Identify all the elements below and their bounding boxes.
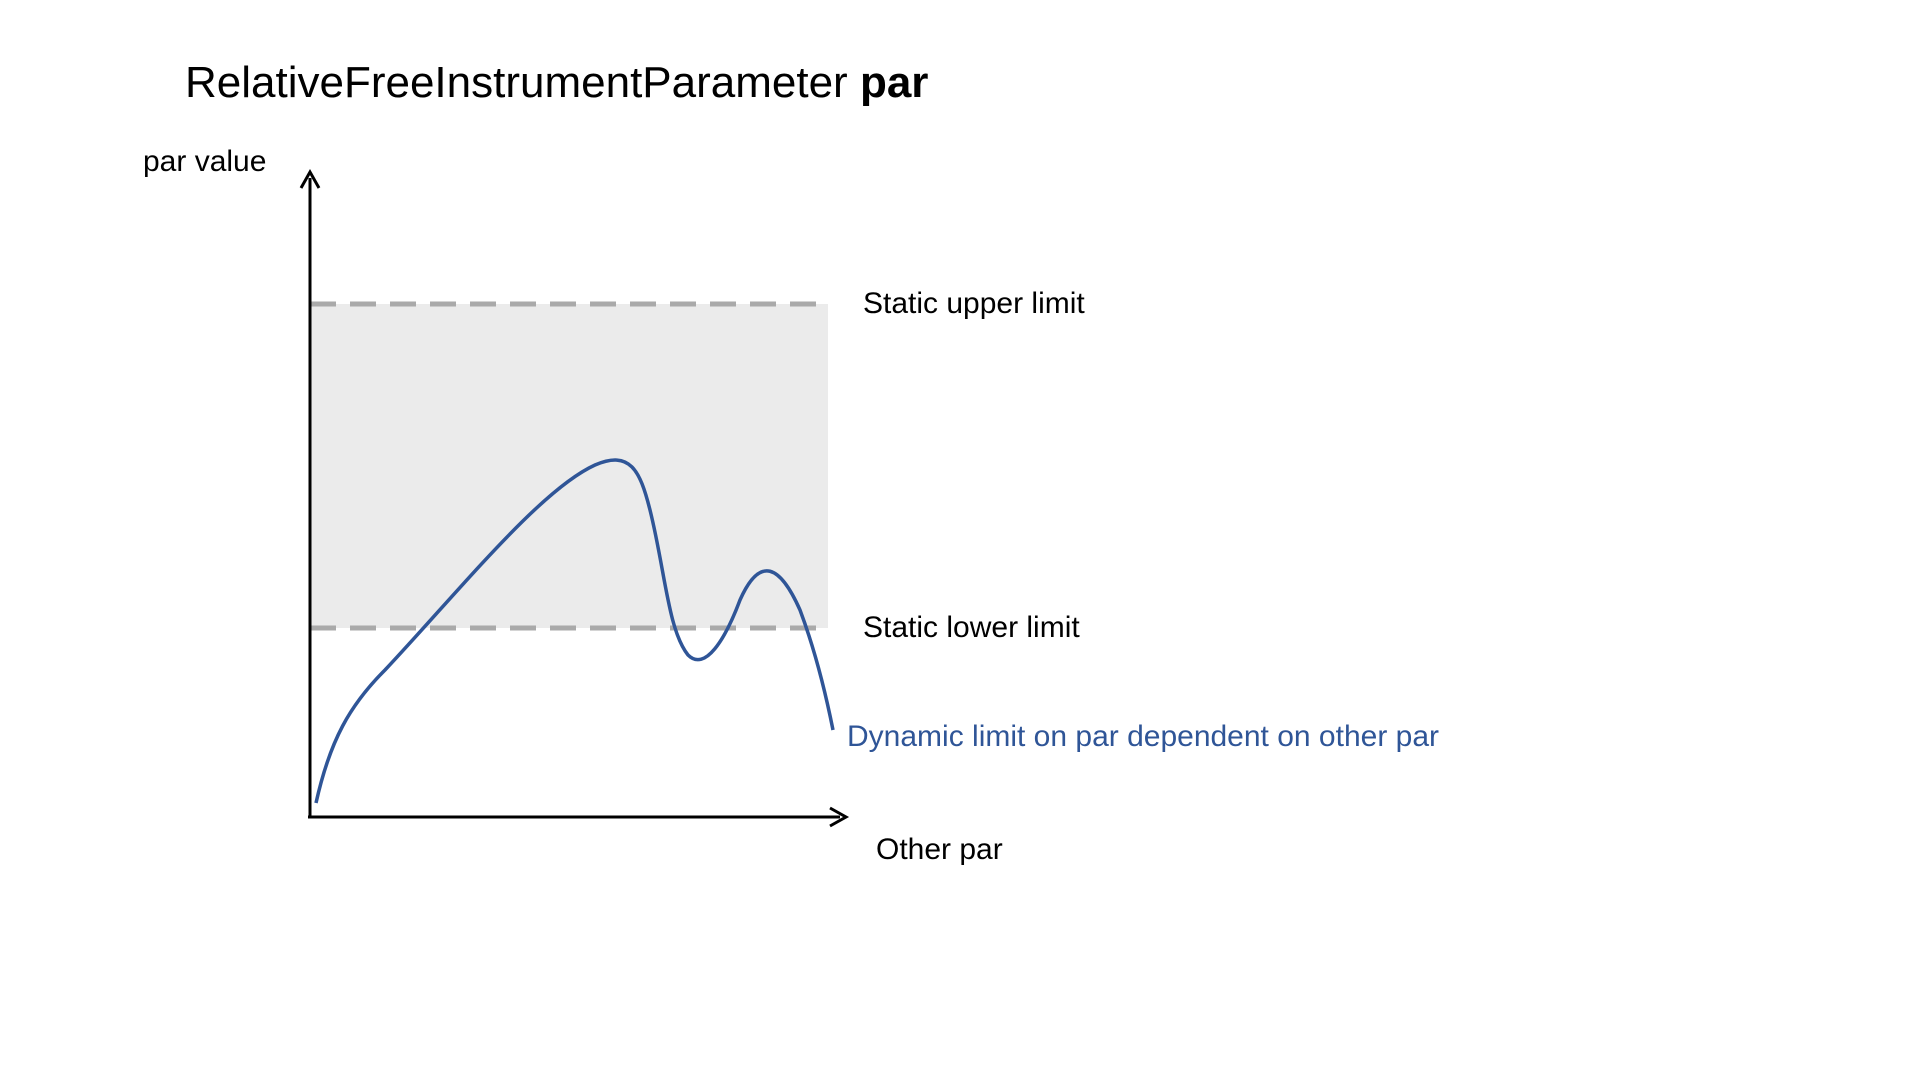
dynamic-limit-curve bbox=[314, 458, 835, 804]
x-axis-arrowhead bbox=[829, 806, 850, 828]
x-axis-label: Other par bbox=[876, 833, 1003, 866]
allowed-range-band bbox=[310, 304, 828, 628]
y-axis-label: par value bbox=[143, 145, 267, 178]
y-axis-arrowhead bbox=[299, 168, 321, 189]
static-upper-limit-label: Static upper limit bbox=[863, 287, 1085, 320]
dynamic-limit-label: Dynamic limit on par dependent on other … bbox=[847, 720, 1440, 753]
static-lower-limit-label: Static lower limit bbox=[863, 611, 1080, 644]
diagram-title: RelativeFreeInstrumentParameter par bbox=[185, 58, 928, 108]
title-bold-word: par bbox=[859, 58, 929, 107]
title-prefix: RelativeFreeInstrumentParameter bbox=[185, 58, 848, 107]
